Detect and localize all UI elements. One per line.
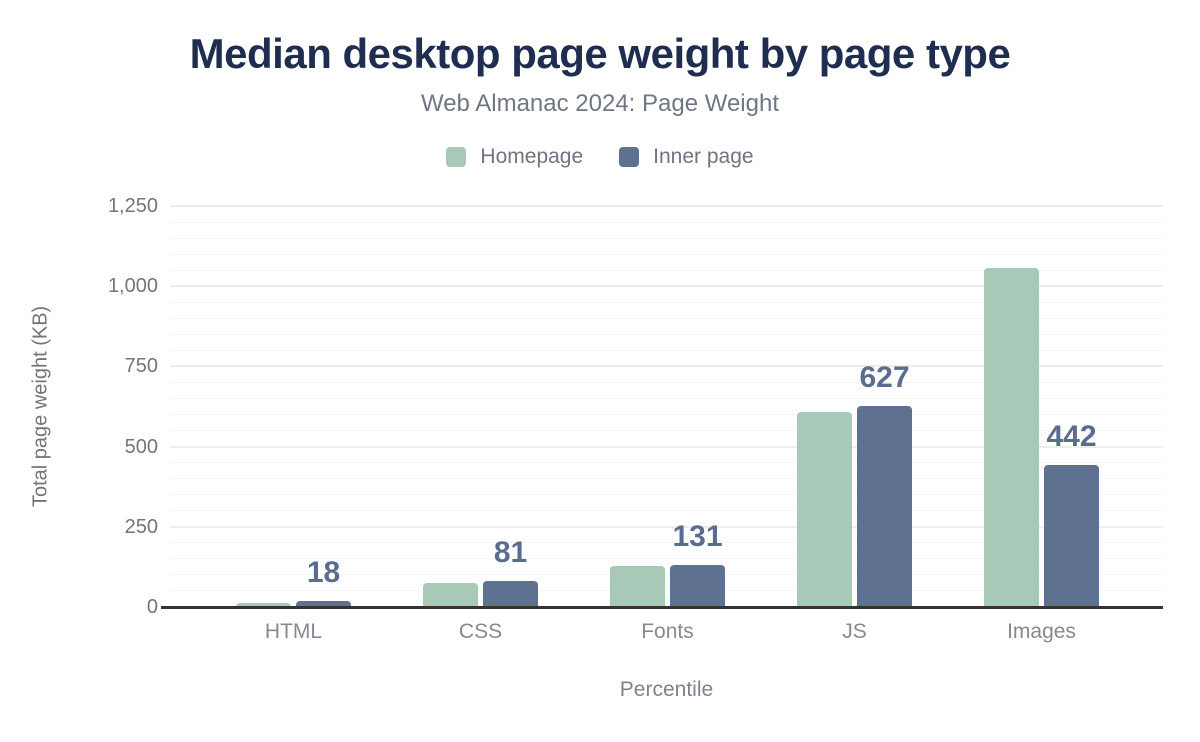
minor-gridline	[170, 462, 1163, 464]
y-axis-title: Total page weight (KB)	[29, 305, 52, 508]
major-gridline	[170, 285, 1163, 288]
x-axis-title: Percentile	[619, 678, 714, 701]
x-tick-label-images: Images	[1007, 620, 1076, 643]
legend-label-homepage: Homepage	[480, 145, 584, 168]
minor-gridline	[170, 253, 1163, 255]
bar-inner-page-js[interactable]: 627	[857, 361, 912, 607]
minor-gridline	[170, 478, 1163, 480]
legend-label-inner-page: Inner page	[653, 145, 754, 168]
major-gridline	[170, 205, 1163, 208]
minor-gridline	[170, 510, 1163, 512]
plot-area: 18 81 131 627 442	[161, 205, 1163, 609]
bar-group-css: 81	[387, 206, 574, 607]
minor-gridline	[170, 269, 1163, 271]
minor-gridline	[170, 349, 1163, 351]
minor-gridline	[170, 333, 1163, 335]
legend-item-inner-page: Inner page	[619, 145, 754, 169]
bar-group-html: 18	[200, 206, 387, 607]
bar-homepage-images[interactable]	[984, 267, 1039, 607]
minor-gridline	[170, 397, 1163, 399]
minor-gridline	[170, 301, 1163, 303]
data-label-html: 18	[306, 556, 341, 590]
minor-gridline	[170, 381, 1163, 383]
bar-homepage-fonts[interactable]	[610, 565, 665, 607]
bar-homepage-html[interactable]	[236, 602, 291, 607]
y-tick-label: 750	[124, 355, 158, 378]
bar-group-js: 627	[761, 206, 948, 607]
minor-gridline	[170, 430, 1163, 432]
bar-group-images: 442	[948, 206, 1135, 607]
x-tick-label-fonts: Fonts	[641, 620, 694, 643]
x-tick-label-css: CSS	[458, 620, 503, 643]
minor-gridline	[170, 494, 1163, 496]
minor-gridline	[170, 574, 1163, 576]
homepage-color-swatch	[446, 147, 467, 167]
major-gridline	[170, 445, 1163, 448]
x-tick-label-html: HTML	[264, 620, 323, 643]
minor-gridline	[170, 542, 1163, 544]
data-label-fonts: 131	[672, 519, 723, 553]
bar-inner-page-images[interactable]: 442	[1044, 420, 1099, 607]
data-label-js: 627	[859, 360, 910, 394]
bar-inner-page-css[interactable]: 81	[483, 536, 538, 607]
minor-gridline	[170, 221, 1163, 223]
minor-gridline	[170, 317, 1163, 319]
x-tick-label-js: JS	[842, 620, 867, 643]
bar-group-fonts: 131	[574, 206, 761, 607]
minor-gridline	[170, 237, 1163, 239]
chart-title: Median desktop page weight by page type	[189, 30, 1011, 77]
y-tick-label: 500	[124, 435, 158, 458]
bar-homepage-js[interactable]	[797, 411, 852, 607]
y-tick-label: 1,000	[107, 275, 158, 298]
y-tick-label: 1,250	[107, 195, 158, 217]
bar-inner-page-fonts[interactable]: 131	[670, 520, 725, 607]
legend: Homepage Inner page	[0, 143, 1200, 171]
y-tick-label: 0	[146, 596, 158, 618]
major-gridline	[170, 365, 1163, 368]
bar-inner-page-html[interactable]: 18	[296, 556, 351, 607]
legend-item-homepage: Homepage	[446, 145, 583, 169]
y-tick-label: 250	[124, 515, 158, 538]
bars-row: 18 81 131 627 442	[200, 206, 1135, 607]
inner-page-color-swatch	[619, 147, 640, 167]
x-axis-ticks: HTML CSS Fonts JS Images	[200, 620, 1135, 646]
y-axis-ticks: 0 250 500 750 1,000 1,250	[58, 195, 158, 618]
data-label-images: 442	[1046, 420, 1097, 454]
bar-homepage-css[interactable]	[423, 582, 478, 607]
chart-subtitle: Web Almanac 2024: Page Weight	[420, 90, 779, 117]
minor-gridline	[170, 590, 1163, 592]
minor-gridline	[170, 414, 1163, 416]
major-gridline	[170, 525, 1163, 528]
minor-gridline	[170, 558, 1163, 560]
x-axis-line	[161, 606, 1163, 609]
data-label-css: 81	[493, 536, 528, 570]
